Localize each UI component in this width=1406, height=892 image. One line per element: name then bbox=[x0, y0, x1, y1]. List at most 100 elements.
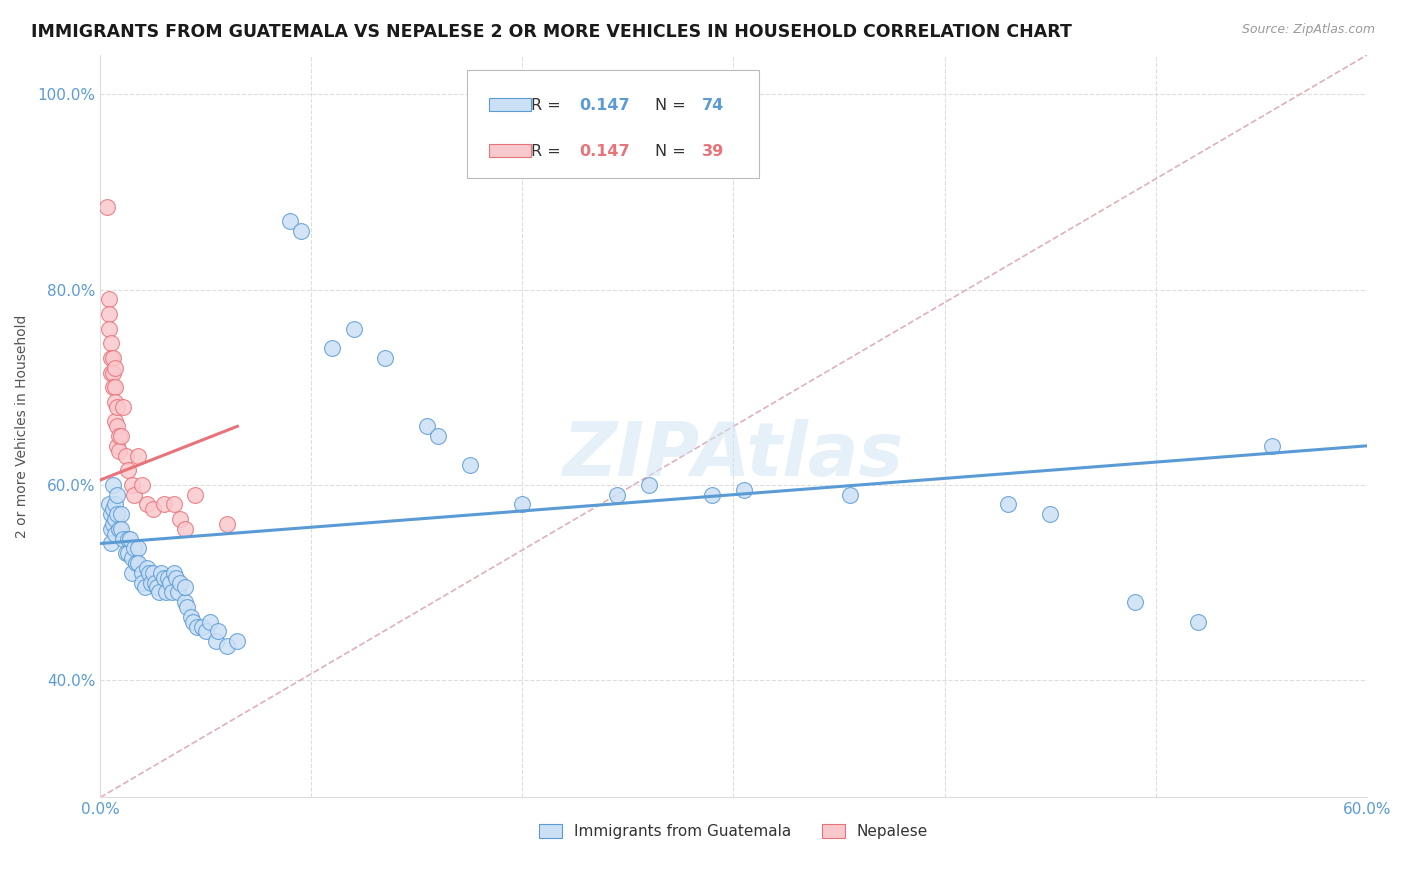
Text: R =: R = bbox=[531, 98, 565, 113]
Point bbox=[114, 449, 136, 463]
Point bbox=[108, 443, 131, 458]
Point bbox=[416, 419, 439, 434]
Point bbox=[512, 498, 534, 512]
Text: 74: 74 bbox=[702, 98, 724, 113]
Y-axis label: 2 or more Vehicles in Household: 2 or more Vehicles in Household bbox=[15, 315, 30, 538]
Point bbox=[321, 341, 343, 355]
Point bbox=[215, 639, 238, 653]
Point bbox=[100, 336, 122, 351]
Text: N =: N = bbox=[655, 145, 690, 160]
Point bbox=[215, 516, 238, 531]
Point bbox=[173, 581, 195, 595]
Point bbox=[121, 478, 143, 492]
Point bbox=[181, 615, 204, 629]
Point bbox=[104, 395, 127, 409]
Point bbox=[163, 566, 186, 580]
Point bbox=[97, 307, 120, 321]
Point bbox=[838, 488, 860, 502]
Point bbox=[131, 575, 153, 590]
Point bbox=[114, 546, 136, 560]
FancyBboxPatch shape bbox=[489, 144, 531, 157]
Point bbox=[104, 360, 127, 375]
Point bbox=[101, 380, 124, 394]
Point bbox=[108, 429, 131, 443]
Point bbox=[105, 439, 128, 453]
Point bbox=[118, 532, 141, 546]
Point bbox=[163, 498, 186, 512]
Point bbox=[127, 541, 149, 556]
Point bbox=[207, 624, 229, 639]
Point bbox=[180, 609, 202, 624]
Point bbox=[100, 351, 122, 365]
Point bbox=[131, 478, 153, 492]
Point bbox=[167, 585, 190, 599]
Point bbox=[122, 541, 145, 556]
Point bbox=[97, 293, 120, 307]
Point bbox=[101, 516, 124, 531]
Point bbox=[278, 214, 301, 228]
Point bbox=[997, 498, 1019, 512]
Point bbox=[104, 380, 127, 394]
Text: Source: ZipAtlas.com: Source: ZipAtlas.com bbox=[1241, 23, 1375, 37]
Point bbox=[112, 400, 135, 414]
Point bbox=[152, 571, 174, 585]
Point bbox=[638, 478, 661, 492]
Point bbox=[205, 634, 228, 648]
Point bbox=[117, 546, 139, 560]
Point bbox=[1039, 507, 1062, 521]
Point bbox=[143, 575, 166, 590]
Point bbox=[122, 488, 145, 502]
Point bbox=[121, 551, 143, 566]
Point bbox=[169, 512, 191, 526]
Point bbox=[139, 575, 162, 590]
Point bbox=[733, 483, 755, 497]
Point bbox=[146, 581, 169, 595]
Point bbox=[101, 502, 124, 516]
FancyBboxPatch shape bbox=[468, 70, 759, 178]
Point bbox=[374, 351, 396, 365]
Point bbox=[97, 498, 120, 512]
Point bbox=[1123, 595, 1146, 609]
Point bbox=[150, 566, 173, 580]
Point bbox=[125, 556, 148, 570]
Point bbox=[104, 526, 127, 541]
Point bbox=[117, 532, 139, 546]
Point bbox=[184, 488, 207, 502]
Point bbox=[110, 507, 132, 521]
Point bbox=[108, 522, 131, 536]
Text: R =: R = bbox=[531, 145, 565, 160]
Point bbox=[342, 321, 364, 335]
Point bbox=[173, 595, 195, 609]
Point bbox=[152, 498, 174, 512]
Point bbox=[165, 571, 187, 585]
Point bbox=[100, 366, 122, 380]
Point bbox=[101, 478, 124, 492]
Point bbox=[173, 522, 195, 536]
FancyBboxPatch shape bbox=[489, 97, 531, 111]
Point bbox=[1187, 615, 1209, 629]
Point bbox=[110, 429, 132, 443]
Text: 0.147: 0.147 bbox=[579, 98, 630, 113]
Point bbox=[155, 585, 177, 599]
Point bbox=[105, 400, 128, 414]
Text: 0.147: 0.147 bbox=[579, 145, 630, 160]
Point bbox=[186, 619, 208, 633]
Point bbox=[104, 512, 127, 526]
Point bbox=[101, 351, 124, 365]
Point bbox=[117, 463, 139, 477]
Point bbox=[100, 522, 122, 536]
Point bbox=[135, 561, 157, 575]
Point bbox=[226, 634, 249, 648]
Point bbox=[105, 507, 128, 521]
Text: N =: N = bbox=[655, 98, 690, 113]
Point bbox=[142, 502, 165, 516]
Text: 39: 39 bbox=[702, 145, 724, 160]
Point bbox=[105, 488, 128, 502]
Point bbox=[100, 536, 122, 550]
Point bbox=[101, 366, 124, 380]
Point bbox=[194, 624, 217, 639]
Point bbox=[160, 585, 183, 599]
Point bbox=[169, 575, 191, 590]
Text: ZIPAtlas: ZIPAtlas bbox=[562, 419, 904, 492]
Point bbox=[159, 575, 181, 590]
